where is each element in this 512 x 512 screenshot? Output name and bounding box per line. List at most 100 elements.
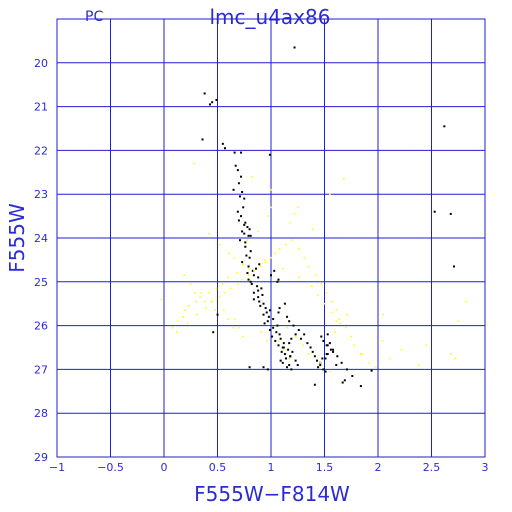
yellow-star-point: [194, 291, 196, 294]
yellow-star-point: [232, 326, 235, 329]
black-star-point: [275, 331, 278, 334]
yellow-star-point: [259, 265, 262, 268]
black-star-point: [326, 353, 329, 356]
yellow-star-point: [286, 326, 288, 329]
x-tick-label: 2: [375, 461, 382, 474]
black-star-point: [288, 342, 291, 345]
black-star-point: [326, 333, 329, 336]
yellow-star-point: [449, 353, 452, 355]
black-star-point: [345, 368, 348, 371]
black-star-point: [335, 364, 338, 367]
black-star-point: [258, 263, 261, 266]
yellow-star-point: [307, 265, 310, 268]
black-star-point: [244, 241, 247, 244]
yellow-star-point: [323, 302, 326, 305]
x-tick-label: 1: [268, 461, 275, 474]
yellow-star-point: [329, 193, 331, 195]
black-star-point: [313, 383, 316, 386]
yellow-star-point: [193, 162, 195, 165]
black-star-point: [277, 344, 280, 347]
yellow-star-point: [264, 261, 267, 263]
yellow-star-point: [182, 316, 185, 318]
black-star-point: [209, 103, 212, 106]
black-star-point: [262, 302, 265, 305]
black-star-point: [306, 342, 309, 345]
black-star-point: [257, 289, 260, 292]
black-star-point: [249, 250, 252, 253]
black-star-point: [299, 337, 302, 340]
black-star-point: [232, 188, 235, 191]
black-star-point: [290, 337, 293, 340]
black-star-point: [274, 339, 277, 342]
yellow-star-point: [270, 189, 272, 191]
black-star-point: [247, 234, 250, 237]
black-star-point: [252, 274, 255, 277]
yellow-star-point: [186, 322, 189, 325]
y-axis-title: F555W: [5, 203, 29, 273]
yellow-star-point: [210, 300, 212, 303]
yellow-star-point: [204, 307, 207, 309]
black-star-point: [294, 359, 297, 362]
black-star-point: [256, 285, 259, 288]
yellow-star-point: [237, 283, 239, 285]
yellow-star-point: [294, 335, 297, 338]
yellow-star-point: [293, 213, 296, 215]
black-star-point: [328, 342, 331, 345]
yellow-star-point: [270, 256, 272, 259]
black-star-point: [282, 346, 285, 349]
black-star-point: [248, 228, 251, 231]
black-star-point: [292, 324, 295, 327]
black-star-point: [325, 344, 328, 347]
black-star-point: [236, 210, 239, 213]
black-star-point: [309, 346, 312, 349]
black-star-point: [332, 350, 335, 353]
black-star-point: [272, 326, 275, 329]
black-star-point: [266, 320, 269, 323]
black-star-point: [240, 151, 243, 154]
yellow-star-point: [382, 313, 385, 316]
black-star-point: [241, 230, 244, 233]
x-tick-label: −0.5: [97, 461, 124, 474]
black-star-point: [221, 142, 224, 145]
yellow-star-point: [228, 252, 231, 255]
black-star-point: [243, 223, 246, 226]
yellow-star-point: [381, 340, 384, 342]
black-star-point: [286, 315, 289, 318]
black-star-point: [283, 302, 286, 305]
black-star-point: [294, 333, 297, 336]
chart-subtitle: PC: [85, 9, 103, 25]
yellow-star-point: [223, 309, 225, 312]
yellow-star-point: [250, 175, 253, 178]
black-star-point: [236, 169, 239, 172]
y-tick-label: 23: [34, 188, 48, 201]
black-star-point: [443, 125, 446, 128]
black-star-point: [255, 267, 258, 270]
y-tick-label: 27: [34, 363, 48, 376]
black-star-point: [280, 350, 283, 353]
yellow-star-point: [375, 366, 377, 369]
yellow-star-point: [270, 206, 272, 209]
yellow-star-point: [260, 331, 263, 333]
chart-title: lmc_u4ax86: [210, 5, 331, 29]
yellow-star-point: [400, 348, 403, 351]
yellow-star-point: [457, 320, 460, 323]
yellow-star-point: [189, 283, 192, 285]
yellow-star-point: [229, 287, 232, 290]
y-tick-label: 28: [34, 407, 48, 420]
black-star-point: [286, 366, 289, 369]
yellow-star-point: [285, 243, 287, 246]
yellow-star-point: [218, 296, 221, 298]
black-star-point: [322, 368, 325, 371]
x-tick-label: 0: [161, 461, 168, 474]
yellow-star-point: [263, 259, 266, 261]
black-star-point: [268, 153, 271, 156]
yellow-star-point: [319, 362, 322, 364]
black-star-point: [332, 348, 335, 351]
yellow-star-point: [274, 252, 277, 255]
yellow-star-point: [283, 348, 285, 351]
black-star-point: [246, 226, 249, 229]
yellow-star-point: [208, 291, 210, 294]
yellow-star-point: [233, 318, 236, 320]
y-tick-label: 22: [34, 144, 48, 157]
